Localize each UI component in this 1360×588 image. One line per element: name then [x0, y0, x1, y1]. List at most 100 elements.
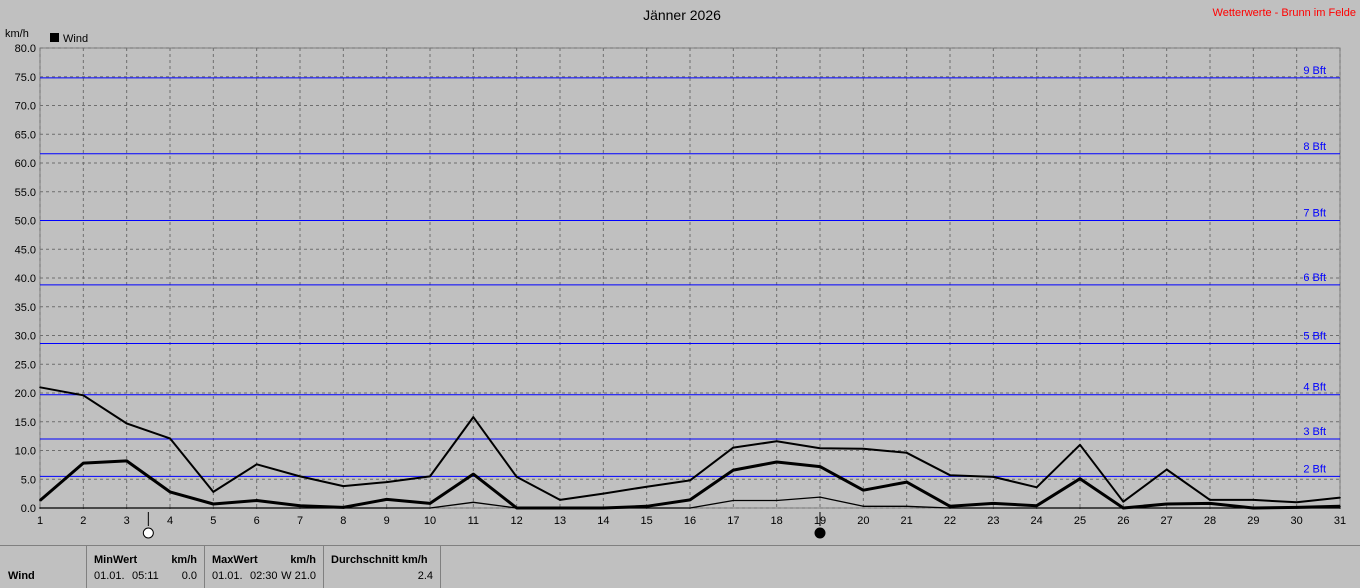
data-point-max — [775, 440, 778, 443]
x-tick-label: 16 — [684, 515, 696, 527]
data-point-min — [602, 507, 605, 509]
data-point-min — [1079, 507, 1081, 509]
data-point-avg — [949, 505, 951, 508]
data-point-max — [255, 463, 258, 466]
data-point-max — [1079, 443, 1081, 446]
x-tick-label: 15 — [641, 515, 653, 527]
beaufort-label: 3 Bft — [1303, 426, 1326, 438]
x-tick-label: 24 — [1031, 515, 1043, 527]
y-axis-ticks: 0.0 5.0 10.0 15.0 20.0 25.0 30.0 35.0 40.0 45.0 50… — [15, 43, 36, 515]
y-tick-label: 30.0 — [15, 331, 36, 343]
legend-swatch — [50, 33, 59, 42]
data-point-avg — [82, 462, 85, 464]
x-tick-label: 27 — [1161, 515, 1173, 527]
beaufort-label: 2 Bft — [1303, 463, 1326, 475]
max-value: W 21.0 — [281, 570, 316, 582]
data-point-avg — [125, 460, 128, 462]
full-moon-icon — [142, 527, 154, 539]
data-point-min — [429, 507, 431, 509]
y-tick-label: 45.0 — [15, 244, 36, 256]
data-point-max — [732, 446, 735, 449]
y-tick-label: 80.0 — [15, 43, 36, 55]
data-point-avg — [1035, 504, 1038, 507]
min-cell: MinWert km/h 01.01. 05:11 0.0 — [87, 546, 205, 588]
data-point-min — [342, 507, 345, 509]
data-point-min — [255, 507, 258, 509]
data-point-max — [299, 475, 301, 478]
new-moon-icon — [814, 527, 826, 539]
y-tick-label: 25.0 — [15, 359, 36, 371]
min-date: 01.01. — [94, 570, 125, 582]
y-tick-label: 40.0 — [15, 273, 36, 285]
x-tick-label: 14 — [597, 515, 609, 527]
x-tick-label: 18 — [771, 515, 783, 527]
data-point-max — [1035, 486, 1038, 489]
data-point-max — [602, 492, 605, 495]
data-point-min — [1295, 507, 1298, 509]
data-point-avg — [39, 499, 41, 502]
beaufort-lines: 2 Bft 3 Bft 4 Bft 5 Bft 6 Bft 7 Bft 8 Bft 9 Bft — [40, 65, 1340, 477]
y-tick-label: 0.0 — [21, 503, 36, 515]
x-tick-label: 5 — [210, 515, 216, 527]
beaufort-label: 8 Bft — [1303, 141, 1326, 153]
stats-row-label: Wind — [8, 570, 35, 582]
wind-chart: Jänner 2026 Wetterwerte - Brunn im Felde… — [5, 7, 1356, 539]
data-point-max — [39, 386, 41, 389]
y-tick-label: 5.0 — [21, 474, 36, 486]
data-point-max — [515, 476, 518, 478]
data-point-avg — [299, 504, 301, 507]
data-point-min — [125, 507, 128, 509]
data-point-min — [1209, 507, 1211, 509]
x-tick-label: 9 — [384, 515, 390, 527]
y-tick-label: 65.0 — [15, 129, 36, 141]
data-point-min — [992, 507, 995, 509]
beaufort-label: 4 Bft — [1303, 382, 1326, 394]
max-unit: km/h — [290, 554, 316, 566]
data-point-min — [689, 507, 691, 509]
data-point-avg — [775, 461, 778, 463]
data-point-min — [905, 505, 908, 508]
y-tick-label: 35.0 — [15, 302, 36, 314]
y-tick-label: 70.0 — [15, 101, 36, 113]
y-tick-label: 10.0 — [15, 446, 36, 458]
beaufort-label: 5 Bft — [1303, 331, 1326, 343]
data-point-avg — [1339, 505, 1341, 508]
x-tick-label: 4 — [167, 515, 173, 527]
data-point-avg — [169, 491, 171, 493]
x-tick-label: 7 — [297, 515, 303, 527]
beaufort-label: 6 Bft — [1303, 272, 1326, 284]
data-point-max — [992, 476, 995, 478]
x-tick-label: 12 — [511, 515, 523, 527]
beaufort-label: 9 Bft — [1303, 65, 1326, 77]
data-point-max — [645, 485, 648, 488]
data-point-min — [299, 507, 301, 509]
data-point-max — [1339, 496, 1341, 499]
x-tick-label: 23 — [987, 515, 999, 527]
min-value: 0.0 — [181, 570, 197, 582]
data-point-avg — [212, 503, 215, 505]
data-point-min — [212, 507, 215, 509]
x-tick-label: 29 — [1247, 515, 1259, 527]
data-point-min — [385, 507, 388, 509]
data-point-min — [732, 499, 735, 502]
x-tick-label: 30 — [1291, 515, 1303, 527]
data-point-min — [169, 507, 171, 509]
data-point-min — [1165, 507, 1168, 509]
data-point-min — [949, 507, 951, 509]
data-point-avg — [645, 505, 648, 508]
x-tick-label: 17 — [727, 515, 739, 527]
data-point-avg — [1079, 477, 1081, 480]
stats-row-label-cell: Wind — [0, 546, 87, 588]
data-point-avg — [689, 499, 691, 501]
x-tick-label: 11 — [468, 515, 479, 527]
x-tick-label: 6 — [254, 515, 260, 527]
data-point-min — [1035, 507, 1038, 509]
x-tick-label: 22 — [944, 515, 956, 527]
data-point-avg — [429, 502, 431, 505]
data-point-max — [342, 485, 345, 487]
data-point-avg — [992, 502, 995, 505]
source-label: Wetterwerte - Brunn im Felde — [1213, 7, 1356, 19]
y-tick-label: 15.0 — [15, 417, 36, 429]
data-point-min — [82, 507, 85, 509]
data-point-max — [1122, 500, 1125, 503]
